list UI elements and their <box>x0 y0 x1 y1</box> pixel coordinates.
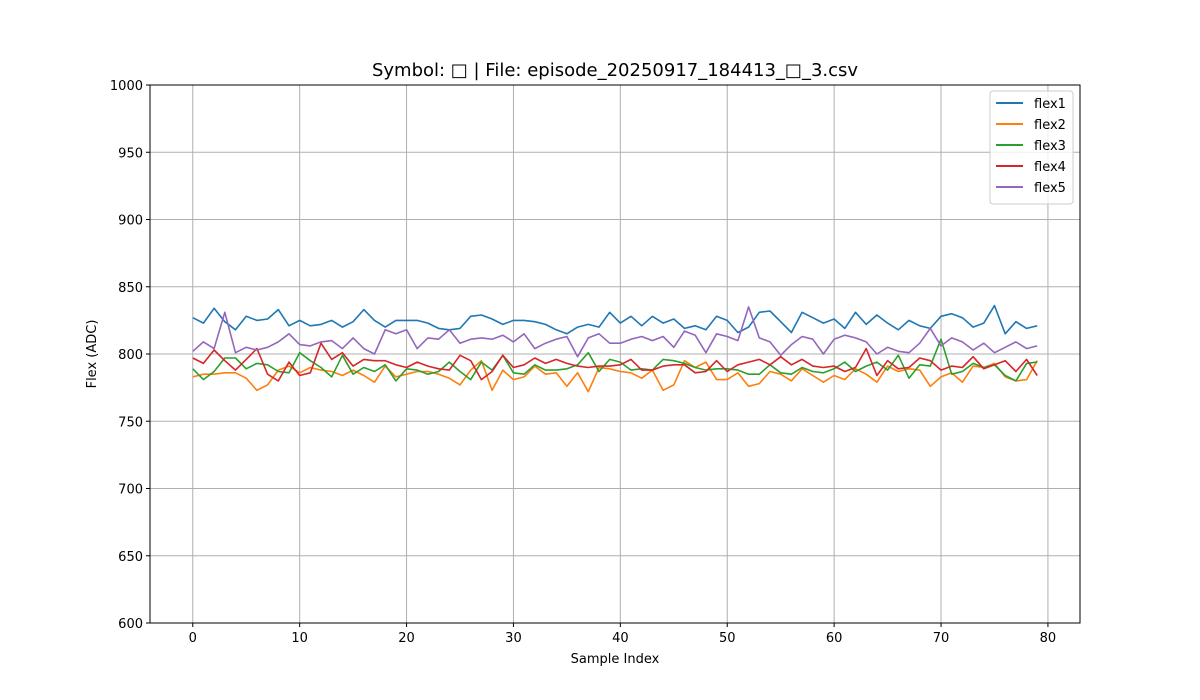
x-tick-label: 30 <box>505 631 522 646</box>
x-tick-label: 20 <box>398 631 415 646</box>
x-tick-label: 10 <box>291 631 308 646</box>
legend-label-flex4: flex4 <box>1034 160 1066 175</box>
y-tick-label: 850 <box>118 281 143 296</box>
x-tick-label: 40 <box>612 631 629 646</box>
series-lines <box>192 304 1038 393</box>
legend-label-flex5: flex5 <box>1034 181 1066 196</box>
series-line-flex1 <box>192 304 1038 335</box>
axis-ticks: 0 10 20 30 40 50 60 70 80 600 650 700 750 800 850 900 95… <box>110 79 1056 646</box>
x-tick-label: 80 <box>1040 631 1057 646</box>
legend: flex1 flex2 flex3 flex4 flex5 <box>989 90 1074 205</box>
y-tick-label: 700 <box>118 483 143 498</box>
legend-box <box>989 90 1074 205</box>
series-line-flex3 <box>192 338 1038 382</box>
series-line-flex5 <box>192 306 1038 358</box>
y-axis-title: Flex (ADC) <box>85 320 100 389</box>
x-tick-label: 50 <box>719 631 736 646</box>
x-tick-label: 70 <box>933 631 950 646</box>
series-line-flex4 <box>192 342 1038 382</box>
y-tick-label: 900 <box>118 214 143 229</box>
x-axis-title: Sample Index <box>571 652 660 667</box>
legend-label-flex1: flex1 <box>1034 97 1066 112</box>
y-tick-label: 750 <box>118 415 143 430</box>
y-tick-label: 950 <box>118 146 143 161</box>
y-tick-label: 800 <box>118 348 143 363</box>
x-tick-label: 60 <box>826 631 843 646</box>
legend-label-flex3: flex3 <box>1034 139 1066 154</box>
legend-label-flex2: flex2 <box>1034 118 1066 133</box>
y-tick-label: 1000 <box>110 79 143 94</box>
y-tick-label: 650 <box>118 550 143 565</box>
y-tick-label: 600 <box>118 617 143 632</box>
x-tick-label: 0 <box>189 631 197 646</box>
chart-title: Symbol: □ | File: episode_20250917_18441… <box>372 60 858 81</box>
